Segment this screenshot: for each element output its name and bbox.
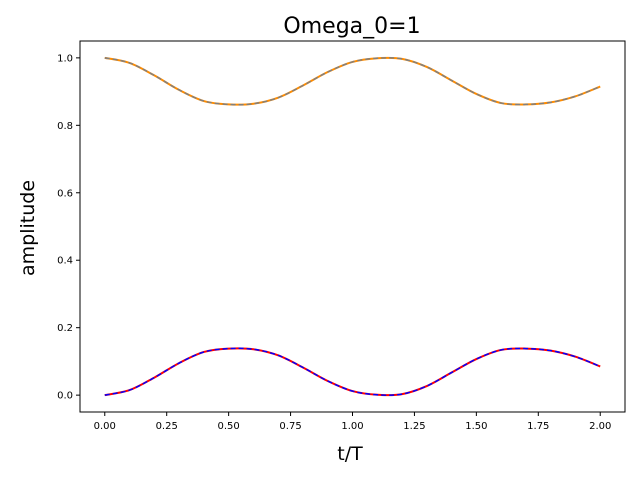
y-tick-label: 1.0: [57, 53, 73, 64]
y-tick-label: 0.6: [57, 188, 73, 199]
series-layer: [104, 56, 601, 397]
x-tick-label: 1.25: [403, 421, 425, 432]
chart-title: Omega_0=1: [283, 14, 420, 39]
x-axis-label: t/T: [337, 443, 363, 465]
series-line-2: [104, 57, 601, 106]
x-tick-label: 2.00: [589, 421, 611, 432]
plot-frame: [79, 40, 626, 413]
y-tick-label: 0.4: [57, 256, 73, 267]
ticks-layer: 0.00 0.25 0.50 0.75 1.00 1.25 1.50 1.75 2.00 0.0 0…: [57, 53, 611, 432]
x-tick-label: 0.25: [156, 421, 178, 432]
series-line-4: [104, 347, 601, 396]
y-tick-label: 0.0: [57, 391, 73, 402]
x-tick-label: 1.50: [465, 421, 487, 432]
x-tick-label: 1.00: [341, 421, 363, 432]
x-tick-label: 0.00: [94, 421, 116, 432]
y-tick-label: 0.8: [57, 121, 73, 132]
x-tick-label: 0.75: [279, 421, 301, 432]
x-tick-label: 1.75: [527, 421, 549, 432]
y-tick-label: 0.2: [57, 323, 73, 334]
x-tick-label: 0.50: [218, 421, 240, 432]
y-axis-label: amplitude: [17, 180, 39, 276]
